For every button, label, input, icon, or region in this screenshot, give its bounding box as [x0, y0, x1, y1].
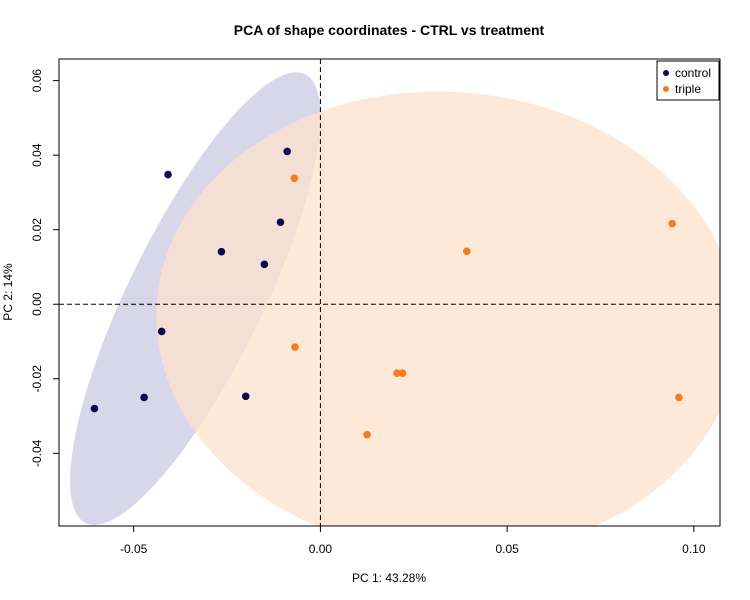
point-control	[164, 170, 172, 179]
point-control	[241, 392, 250, 401]
data-points	[90, 147, 683, 439]
point-control	[217, 247, 226, 256]
point-triple	[398, 369, 407, 377]
legend-marker-triple	[663, 86, 669, 92]
y-axis-label: PC 2: 14%	[1, 263, 15, 321]
legend-label-triple: triple	[675, 82, 701, 96]
point-control	[283, 147, 291, 156]
y-tick-label: -0.02	[30, 365, 44, 393]
point-control	[140, 393, 148, 402]
point-triple	[291, 343, 299, 351]
y-axis: -0.04 -0.02 0.00 0.02 0.04 0.06	[30, 69, 59, 467]
point-control	[276, 218, 285, 227]
y-tick-label: 0.02	[30, 218, 44, 242]
confidence-ellipses	[70, 72, 720, 526]
point-triple	[290, 174, 299, 183]
legend-label-control: control	[675, 66, 711, 80]
x-axis-label: PC 1: 43.28%	[352, 571, 426, 585]
x-tick-label: 0.10	[682, 542, 706, 556]
reference-lines	[59, 59, 720, 526]
x-tick-label: 0.00	[309, 542, 333, 556]
point-control	[157, 327, 166, 336]
point-triple	[675, 393, 683, 402]
chart-title: PCA of shape coordinates - CTRL vs treat…	[234, 22, 545, 38]
y-tick-label: -0.04	[30, 439, 44, 467]
y-tick-label: 0.06	[30, 69, 44, 93]
legend: control triple	[656, 60, 720, 101]
ellipse-triple	[156, 91, 720, 526]
point-triple	[393, 369, 401, 377]
x-tick-label: 0.05	[495, 542, 519, 556]
y-tick-label: 0.04	[30, 143, 44, 167]
point-triple	[363, 430, 371, 439]
legend-marker-control	[663, 70, 669, 76]
point-triple	[668, 219, 676, 228]
x-tick-label: -0.05	[120, 542, 148, 556]
plot-frame	[58, 58, 721, 527]
point-triple	[463, 247, 471, 256]
x-axis: -0.05 0.00 0.05 0.10	[120, 526, 706, 556]
legend-box	[656, 60, 720, 101]
point-control	[260, 260, 269, 269]
y-tick-label: 0.00	[30, 292, 44, 316]
point-control	[90, 404, 99, 413]
